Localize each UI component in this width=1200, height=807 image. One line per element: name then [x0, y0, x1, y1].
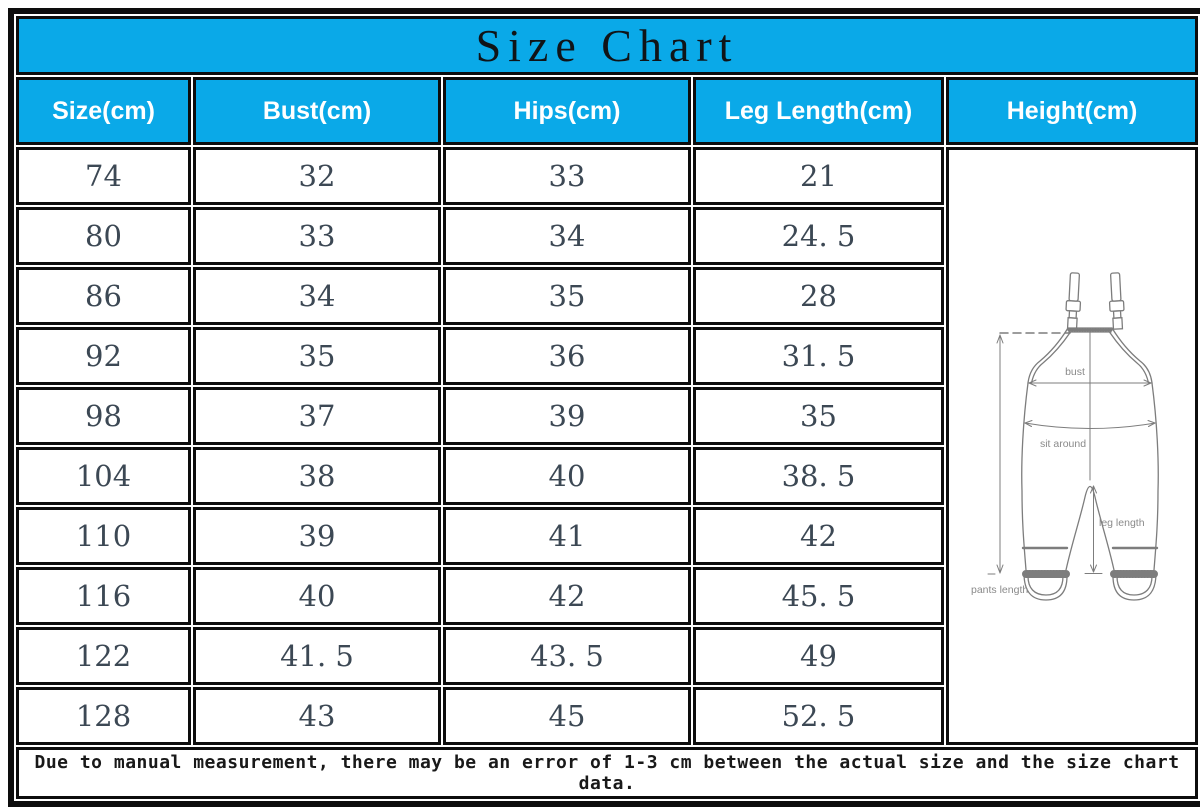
table-row: 104 38 40 38. 5	[16, 447, 1198, 505]
size-cell: 128	[16, 687, 191, 745]
leg-length-cell: 31. 5	[693, 327, 944, 385]
left-strap	[1065, 272, 1082, 330]
table-row: 74 32 33 21	[16, 147, 1199, 745]
bust-label: bust	[1065, 366, 1085, 378]
column-header-bust: Bust(cm)	[193, 77, 441, 145]
title-row: Size Chart	[16, 16, 1199, 75]
leg-length-cell: 28	[693, 267, 944, 325]
sit-around-label: sit around	[1040, 438, 1086, 450]
footer-row: Due to manual measurement, there may be …	[16, 747, 1199, 799]
bust-arrow	[1028, 379, 1152, 387]
bust-cell: 34	[193, 267, 441, 325]
sit-around-arrow	[1024, 420, 1156, 429]
size-cell: 92	[16, 327, 191, 385]
hips-cell: 39	[443, 387, 691, 445]
table-row: 122 41. 5 43. 5 49	[16, 627, 1198, 685]
table-row: 86 34 35 28	[16, 267, 1198, 325]
bust-cell: 38	[193, 447, 441, 505]
size-cell: 110	[16, 507, 191, 565]
size-cell: 86	[16, 267, 191, 325]
leg-length-cell: 45. 5	[693, 567, 944, 625]
size-cell: 74	[16, 147, 191, 205]
pants-length-arrow	[987, 332, 1071, 575]
column-header-size: Size(cm)	[16, 77, 191, 145]
leg-length-cell: 42	[693, 507, 944, 565]
size-cell: 122	[16, 627, 191, 685]
column-header-leg-length: Leg Length(cm)	[693, 77, 944, 145]
leg-length-cell: 35	[693, 387, 944, 445]
table-row: 116 40 42 45. 5	[16, 567, 1198, 625]
bust-cell: 35	[193, 327, 441, 385]
leg-length-cell: 52. 5	[693, 687, 944, 745]
table-row: 110 39 41 42	[16, 507, 1198, 565]
column-header-hips: Hips(cm)	[443, 77, 691, 145]
hips-cell: 40	[443, 447, 691, 505]
hips-cell: 45	[443, 687, 691, 745]
hips-cell: 42	[443, 567, 691, 625]
bust-cell: 32	[193, 147, 441, 205]
leg-length-cell: 49	[693, 627, 944, 685]
table-row: 98 37 39 35	[16, 387, 1198, 445]
size-cell: 98	[16, 387, 191, 445]
size-cell: 116	[16, 567, 191, 625]
measurement-note: Due to manual measurement, there may be …	[16, 747, 1199, 799]
table-row: 80 33 34 24. 5	[16, 207, 1198, 265]
hips-cell: 33	[443, 147, 691, 205]
size-chart-table: Size Chart Size(cm) Bust(cm) Hips(cm) Le…	[8, 8, 1200, 807]
hips-cell: 34	[443, 207, 691, 265]
size-cell: 104	[16, 447, 191, 505]
right-strap	[1108, 272, 1125, 330]
leg-length-cell: 24. 5	[693, 207, 944, 265]
bust-cell: 43	[193, 687, 441, 745]
column-header-height: Height(cm)	[946, 77, 1199, 145]
table-row: 92 35 36 31. 5	[16, 327, 1198, 385]
size-cell: 80	[16, 207, 191, 265]
leg-length-cell: 38. 5	[693, 447, 944, 505]
hips-cell: 36	[443, 327, 691, 385]
page-title: Size Chart	[16, 16, 1199, 75]
leg-length-arrow	[1084, 485, 1103, 574]
header-row: Size(cm) Bust(cm) Hips(cm) Leg Length(cm…	[16, 77, 1199, 145]
bust-cell: 37	[193, 387, 441, 445]
pants-length-label: pants length	[971, 584, 1028, 596]
leg-length-cell: 21	[693, 147, 944, 205]
hips-cell: 43. 5	[443, 627, 691, 685]
height-diagram-cell: bust sit around leg length pants length	[946, 147, 1199, 745]
bust-cell: 40	[193, 567, 441, 625]
hips-cell: 35	[443, 267, 691, 325]
overalls-measurement-diagram: bust sit around leg length pants length	[971, 272, 1159, 601]
hips-cell: 41	[443, 507, 691, 565]
bust-cell: 41. 5	[193, 627, 441, 685]
leg-length-label: leg length	[1099, 517, 1145, 529]
table-row: 128 43 45 52. 5	[16, 687, 1198, 745]
bust-cell: 33	[193, 207, 441, 265]
bust-cell: 39	[193, 507, 441, 565]
